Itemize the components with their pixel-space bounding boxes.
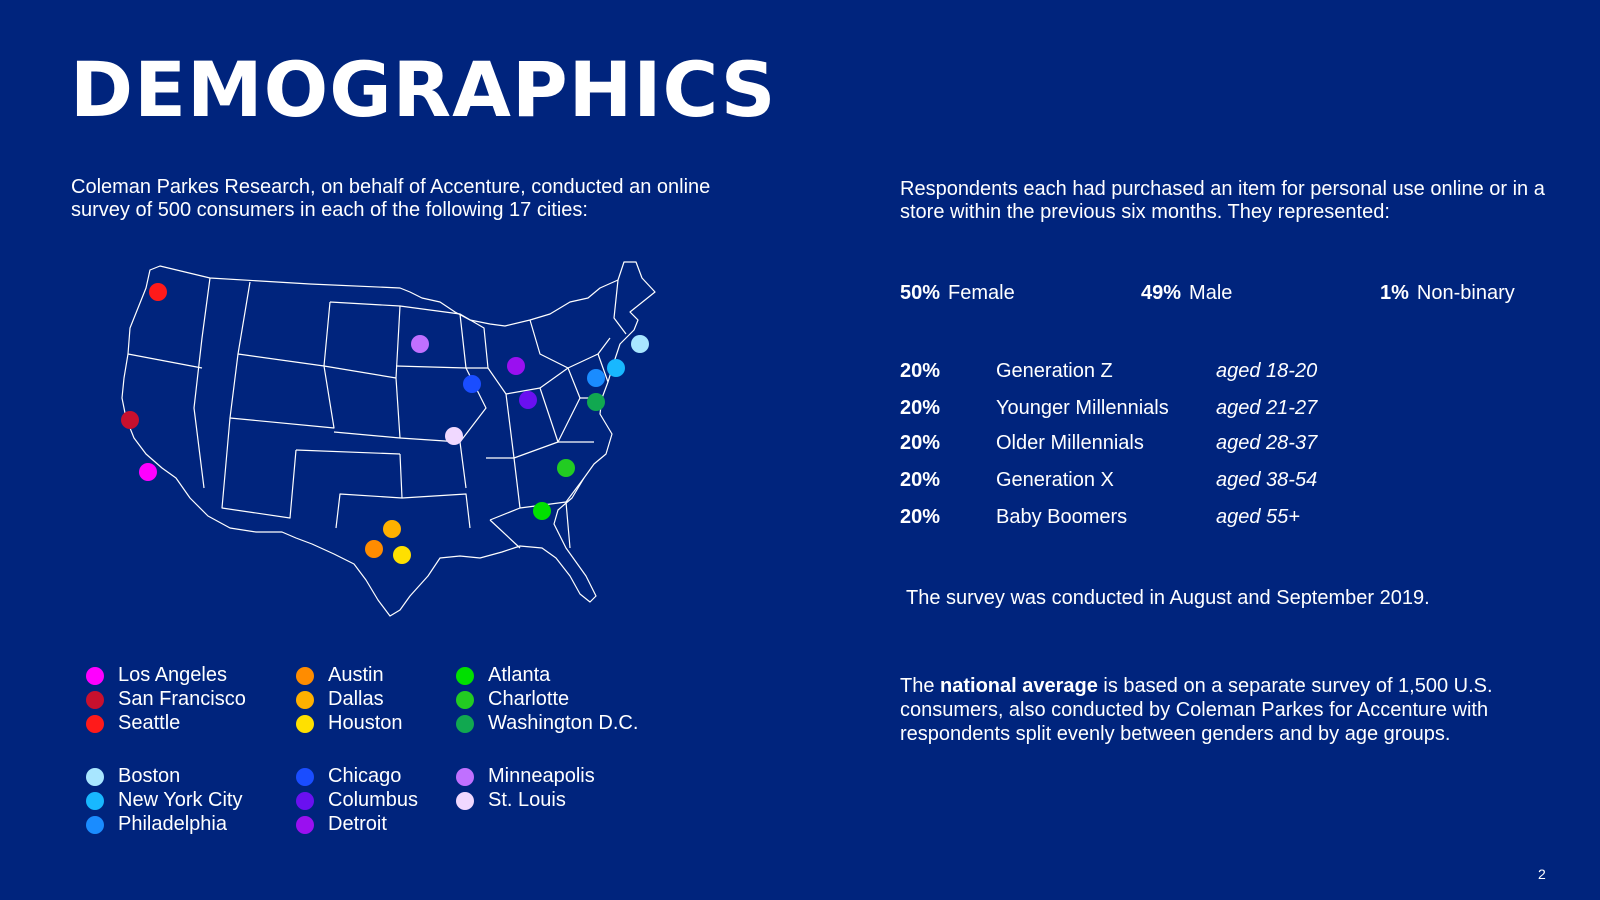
legend-label: Los Angeles — [118, 664, 227, 686]
us-map — [110, 258, 680, 628]
map-dot-austin — [365, 540, 383, 558]
legend-label: Atlanta — [488, 664, 551, 686]
legend-label: Charlotte — [488, 688, 570, 710]
age-group-range: aged 38-54 — [1216, 469, 1318, 491]
legend-label: New York City — [118, 789, 243, 811]
legend-dot — [456, 768, 474, 786]
legend-dot — [456, 691, 474, 709]
respondents-intro: Respondents each had purchased an item f… — [900, 178, 1545, 223]
map-dot-san-francisco — [121, 411, 139, 429]
gender-male-pct: 49% — [1141, 282, 1182, 304]
legend-dot — [456, 715, 474, 733]
age-group-generation: Baby Boomers — [996, 506, 1128, 528]
gender-female-label: Female — [948, 282, 1015, 304]
legend-dot — [456, 667, 474, 685]
legend-dot — [296, 667, 314, 685]
legend-dot — [86, 667, 104, 685]
legend-dot — [296, 715, 314, 733]
map-dot-st-louis — [445, 427, 463, 445]
legend-dot — [296, 691, 314, 709]
gender-male: 49% Male — [1141, 282, 1232, 305]
legend-label: Boston — [118, 765, 181, 787]
legend-label: Chicago — [328, 765, 402, 787]
map-dot-charlotte — [557, 459, 575, 477]
age-group-pct: 20% — [900, 360, 941, 382]
survey-intro: Coleman Parkes Research, on behalf of Ac… — [71, 176, 711, 221]
age-group-range: aged 55+ — [1216, 506, 1300, 528]
age-group-row: 20% Older Millennials aged 28-37 — [900, 432, 1540, 458]
legend-dot — [86, 792, 104, 810]
legend-dot — [86, 768, 104, 786]
gender-female: 50% Female — [900, 282, 1015, 305]
map-dot-detroit — [507, 357, 525, 375]
legend-label: Austin — [328, 664, 384, 686]
us-outline — [121, 261, 656, 617]
survey-dates: The survey was conducted in August and S… — [906, 587, 1430, 609]
legend-label: San Francisco — [118, 688, 246, 710]
national-note-post: is based on a separate survey of 1,500 U… — [900, 675, 1493, 745]
gender-female-pct: 50% — [900, 282, 941, 304]
national-note-bold: national average — [940, 675, 1098, 697]
legend-dot — [296, 792, 314, 810]
legend-label: Philadelphia — [118, 813, 227, 835]
legend-dot — [86, 715, 104, 733]
age-group-pct: 20% — [900, 506, 941, 528]
legend-label: St. Louis — [488, 789, 566, 811]
age-group-generation: Generation Z — [996, 360, 1113, 382]
age-group-range: aged 28-37 — [1216, 432, 1318, 454]
us-map-graphic — [121, 261, 656, 617]
age-group-row: 20% Younger Millennials aged 21-27 — [900, 397, 1540, 423]
gender-male-label: Male — [1189, 282, 1233, 304]
age-group-generation: Younger Millennials — [996, 397, 1169, 419]
age-group-pct: 20% — [900, 397, 941, 419]
age-group-pct: 20% — [900, 432, 941, 454]
map-dot-seattle — [149, 283, 167, 301]
page-title: DEMOGRAPHICS — [70, 45, 777, 134]
page-number: 2 — [1538, 866, 1546, 882]
map-dot-atlanta — [533, 502, 551, 520]
map-dot-boston — [631, 335, 649, 353]
legend-dot — [296, 768, 314, 786]
legend-dot — [296, 816, 314, 834]
gender-nonbinary-pct: 1% — [1380, 282, 1409, 304]
age-group-range: aged 18-20 — [1216, 360, 1318, 382]
age-group-generation: Generation X — [996, 469, 1114, 491]
age-group-range: aged 21-27 — [1216, 397, 1318, 419]
age-group-row: 20% Generation Z aged 18-20 — [900, 360, 1540, 386]
national-note-pre: The — [900, 675, 941, 697]
legend-label: Seattle — [118, 712, 181, 734]
legend-label: Houston — [328, 712, 403, 734]
legend-label: Dallas — [328, 688, 384, 710]
map-dot-philadelphia — [587, 369, 605, 387]
legend-dot — [86, 816, 104, 834]
gender-nonbinary-label: Non-binary — [1416, 282, 1515, 304]
age-group-row: 20% Baby Boomers aged 55+ — [900, 506, 1540, 532]
national-average-note: The national average is based on a separ… — [900, 674, 1500, 746]
legend-label: Detroit — [328, 813, 387, 835]
gender-nonbinary: 1% Non-binary — [1380, 282, 1515, 305]
age-group-row: 20% Generation X aged 38-54 — [900, 469, 1540, 495]
map-dot-washington-dc — [587, 393, 605, 411]
map-dot-new-york-city — [607, 359, 625, 377]
legend-label: Columbus — [328, 789, 419, 811]
legend-dot — [456, 792, 474, 810]
age-group-pct: 20% — [900, 469, 941, 491]
legend-dot — [86, 691, 104, 709]
legend-label: Minneapolis — [488, 765, 595, 787]
map-dot-dallas — [383, 520, 401, 538]
map-dot-columbus — [519, 391, 537, 409]
legend-label: Washington D.C. — [488, 712, 639, 734]
map-dot-chicago — [463, 375, 481, 393]
map-dot-houston — [393, 546, 411, 564]
age-group-generation: Older Millennials — [996, 432, 1144, 454]
map-dot-minneapolis — [411, 335, 429, 353]
map-dot-los-angeles — [139, 463, 157, 481]
